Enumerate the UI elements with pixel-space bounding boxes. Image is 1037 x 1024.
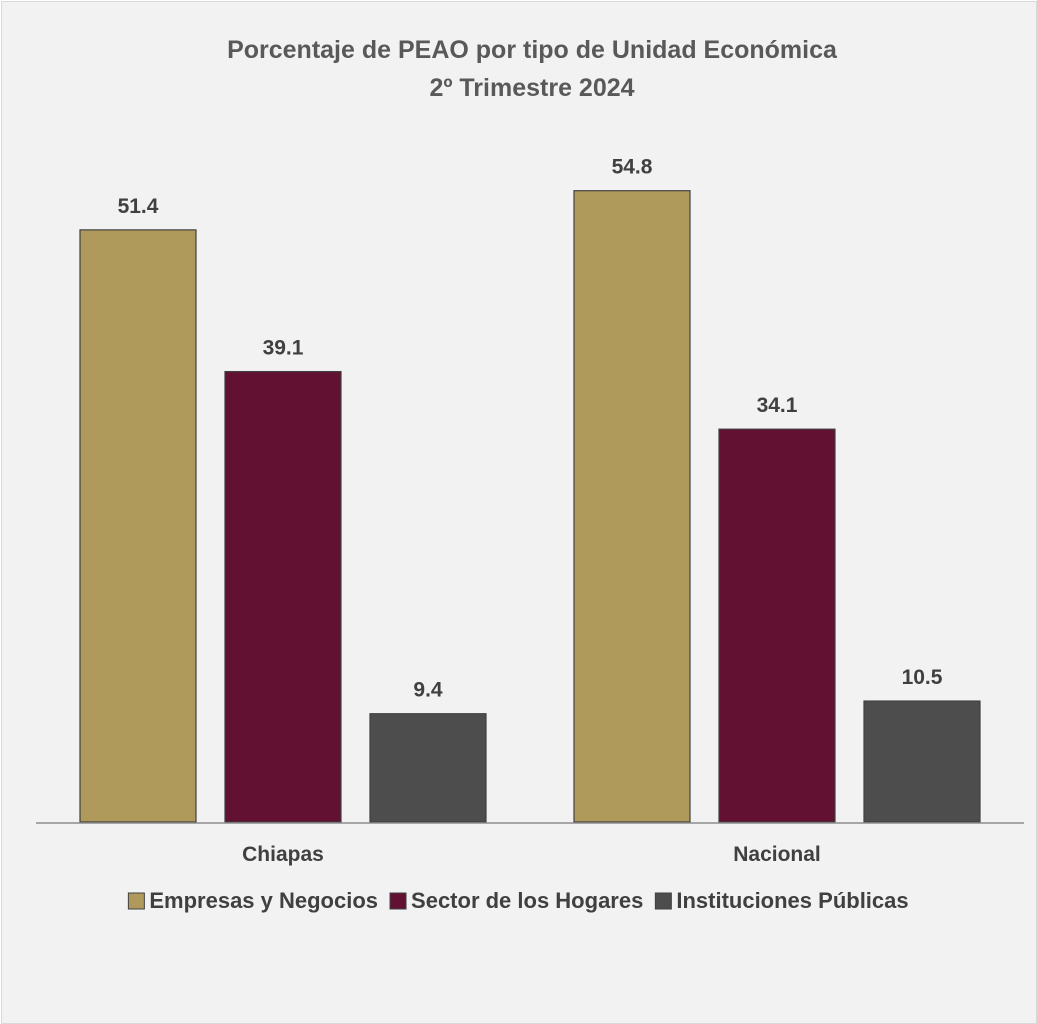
data-label: 51.4: [118, 195, 159, 218]
category-label-nacional: Nacional: [733, 843, 821, 866]
bar-nacional-2: [718, 428, 836, 823]
legend-swatch: [654, 892, 672, 910]
data-label: 39.1: [263, 337, 304, 360]
legend-item-2: Sector de los Hogares: [389, 888, 643, 913]
legend-item-3: Instituciones Públicas: [654, 888, 909, 913]
legend-swatch: [127, 892, 145, 910]
legend-swatch: [389, 892, 407, 910]
bar-chiapas-3: [369, 713, 487, 823]
legend-label: Instituciones Públicas: [676, 888, 908, 913]
legend: Empresas y Negocios Sector de los Hogares…: [127, 888, 909, 913]
data-label: 9.4: [413, 679, 443, 702]
legend-label: Empresas y Negocios: [149, 888, 378, 913]
bar-chiapas-2: [224, 370, 342, 823]
category-label-chiapas: Chiapas: [242, 843, 324, 866]
bar-nacional-3: [863, 700, 981, 823]
bars-group: 51.4 39.1 9.4 54.8 34.1 10.5: [79, 156, 981, 823]
data-label: 54.8: [612, 156, 653, 179]
bar-chiapas-1: [79, 229, 197, 823]
chart-subtitle: 2º Trimestre 2024: [429, 74, 634, 102]
category-labels: Chiapas Nacional: [242, 843, 821, 866]
data-label: 34.1: [757, 394, 798, 417]
legend-item-1: Empresas y Negocios: [127, 888, 378, 913]
bar-nacional-1: [573, 190, 691, 823]
chart-title: Porcentaje de PEAO por tipo de Unidad Ec…: [227, 36, 838, 64]
data-label: 10.5: [902, 666, 943, 689]
legend-label: Sector de los Hogares: [411, 888, 643, 913]
